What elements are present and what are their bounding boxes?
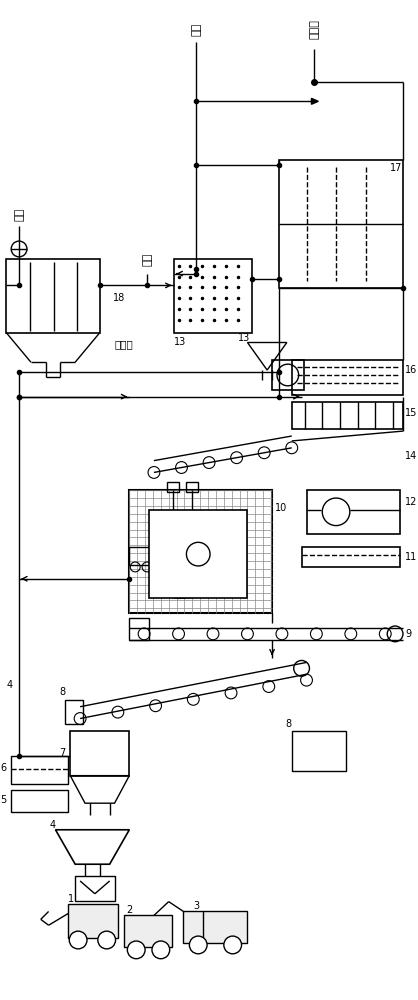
- Circle shape: [98, 931, 115, 949]
- Text: 9: 9: [405, 629, 411, 639]
- Text: 4: 4: [6, 680, 13, 690]
- Text: 氮气: 氮气: [191, 23, 201, 36]
- Bar: [173, 259, 252, 333]
- Bar: [129, 490, 272, 613]
- Text: 尾气: 尾气: [142, 253, 152, 266]
- Bar: [184, 911, 247, 943]
- Bar: [186, 482, 198, 492]
- Text: 1: 1: [68, 894, 74, 904]
- Bar: [75, 876, 115, 901]
- Bar: [129, 547, 149, 565]
- Circle shape: [189, 936, 207, 954]
- Text: 收尘粉: 收尘粉: [115, 339, 133, 349]
- Bar: [125, 915, 172, 947]
- Bar: [292, 402, 403, 429]
- Text: 8: 8: [285, 719, 292, 729]
- Bar: [149, 510, 247, 598]
- Bar: [68, 904, 117, 938]
- Bar: [70, 731, 129, 776]
- Text: 15: 15: [405, 408, 417, 418]
- Text: 3: 3: [193, 901, 199, 911]
- Text: 13: 13: [173, 337, 186, 347]
- Text: 14: 14: [405, 451, 417, 461]
- Text: 18: 18: [112, 293, 125, 303]
- Bar: [167, 482, 178, 492]
- Bar: [306, 490, 400, 534]
- Text: 7: 7: [59, 748, 65, 758]
- Text: 16: 16: [405, 365, 417, 375]
- Text: 12: 12: [405, 497, 417, 507]
- Bar: [272, 360, 303, 390]
- Bar: [292, 360, 403, 395]
- Bar: [129, 618, 149, 640]
- Circle shape: [69, 931, 87, 949]
- Circle shape: [152, 941, 170, 959]
- Bar: [302, 547, 400, 567]
- Text: 6: 6: [0, 763, 6, 773]
- Text: 8: 8: [59, 687, 65, 697]
- Text: 13: 13: [238, 333, 250, 343]
- Text: 17: 17: [390, 163, 403, 173]
- Text: 尾气: 尾气: [14, 208, 24, 221]
- Text: 5: 5: [0, 795, 6, 805]
- Text: 2: 2: [126, 905, 133, 915]
- Bar: [279, 160, 403, 288]
- Bar: [11, 756, 68, 784]
- Bar: [6, 259, 100, 333]
- Bar: [65, 700, 83, 724]
- Bar: [11, 790, 68, 812]
- Text: 10: 10: [275, 503, 287, 513]
- Text: 循环水: 循环水: [309, 20, 319, 39]
- Circle shape: [127, 941, 145, 959]
- Circle shape: [224, 936, 242, 954]
- Text: 11: 11: [405, 552, 417, 562]
- Polygon shape: [311, 98, 319, 104]
- Bar: [292, 731, 346, 771]
- Text: 4: 4: [49, 820, 56, 830]
